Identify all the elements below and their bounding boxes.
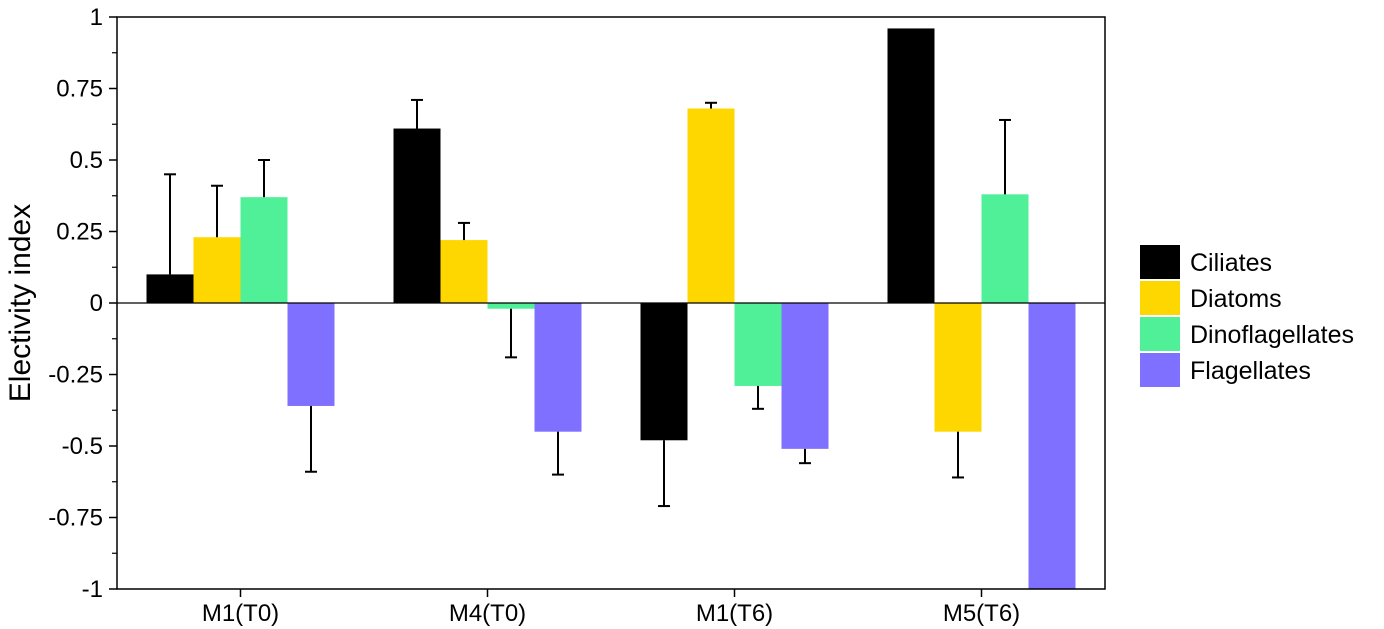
bar-ciliates-2 bbox=[393, 128, 441, 303]
legend: Ciliates Diatoms Dinoflagellates Flagellate… bbox=[1140, 245, 1354, 387]
bar-diatoms-4 bbox=[934, 303, 982, 432]
y-tick-label: -1 bbox=[82, 576, 103, 603]
y-tick-label: 0 bbox=[90, 290, 103, 317]
legend-swatch-dinoflagellates bbox=[1140, 317, 1180, 351]
legend-label-diatoms: Diatoms bbox=[1190, 285, 1282, 313]
x-category-label: M4(T0) bbox=[449, 600, 526, 627]
bar-diatoms-2 bbox=[440, 240, 488, 303]
error-bars-layer bbox=[164, 98, 1011, 508]
legend-label-ciliates: Ciliates bbox=[1190, 249, 1272, 277]
bar-dinoflagellates-4 bbox=[981, 194, 1029, 303]
y-axis-title: Electivity index bbox=[4, 204, 37, 402]
bar-flagellates-1 bbox=[287, 303, 335, 406]
legend-swatch-ciliates bbox=[1140, 245, 1180, 279]
bar-dinoflagellates-1 bbox=[240, 197, 288, 303]
y-tick-label: -0.25 bbox=[48, 362, 103, 389]
bar-ciliates-1 bbox=[146, 274, 194, 303]
bar-flagellates-3 bbox=[781, 303, 829, 449]
x-category-label: M5(T6) bbox=[943, 600, 1020, 627]
bar-diatoms-3 bbox=[687, 108, 735, 304]
x-category-label: M1(T0) bbox=[202, 600, 279, 627]
bar-dinoflagellates-3 bbox=[734, 303, 782, 386]
legend-label-flagellates: Flagellates bbox=[1190, 357, 1311, 385]
legend-label-dinoflagellates: Dinoflagellates bbox=[1190, 321, 1354, 349]
legend-swatch-diatoms bbox=[1140, 281, 1180, 315]
y-tick-label: -0.75 bbox=[48, 505, 103, 532]
y-tick-label: 1 bbox=[90, 4, 103, 31]
x-category-label: M1(T6) bbox=[696, 600, 773, 627]
y-tick-label: 0.75 bbox=[56, 76, 103, 103]
bar-dinoflagellates-2 bbox=[487, 303, 535, 309]
bar-diatoms-1 bbox=[193, 237, 241, 303]
bar-flagellates-4 bbox=[1028, 303, 1076, 589]
legend-swatch-flagellates bbox=[1140, 353, 1180, 387]
x-axis: M1(T0) M4(T0) M1(T6) M5(T6) bbox=[202, 589, 1020, 627]
y-tick-label: -0.5 bbox=[62, 433, 103, 460]
y-tick-label: 0.5 bbox=[70, 147, 103, 174]
bar-ciliates-4 bbox=[887, 28, 935, 303]
bar-flagellates-2 bbox=[534, 303, 582, 432]
bars-layer bbox=[146, 28, 1076, 589]
bar-ciliates-3 bbox=[640, 303, 688, 441]
y-axis: 1 0.75 0.5 0.25 0 -0.25 -0.5 -0.75 -1 bbox=[48, 4, 117, 603]
y-tick-label: 0.25 bbox=[56, 219, 103, 246]
